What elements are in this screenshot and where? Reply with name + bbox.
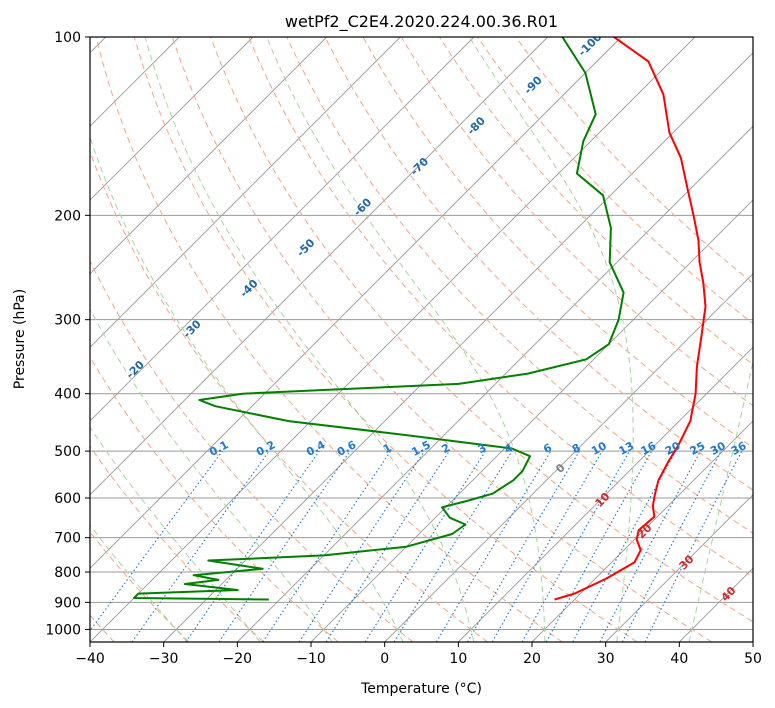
y-tick-label: 800 xyxy=(54,565,81,581)
mixing-ratio-line xyxy=(298,450,425,642)
x-tick-label: 0 xyxy=(380,651,389,667)
x-tick-label: −40 xyxy=(75,651,105,667)
mixing-ratio-label: 25 xyxy=(688,439,708,458)
x-axis-ticks: −40 −30 −20 −10 0 10 20 30 40 50 xyxy=(75,642,762,667)
x-axis-label: Temperature (°C) xyxy=(360,681,482,697)
profile-series xyxy=(133,37,707,601)
moist-adiabat-line xyxy=(688,358,753,642)
mixing-ratio-line xyxy=(545,450,653,642)
skewed-isotherm-lines xyxy=(90,37,753,642)
y-tick-label: 500 xyxy=(54,444,81,460)
mixing-ratio-line xyxy=(185,450,320,642)
dry-adiabat-line xyxy=(286,37,753,534)
isotherm-line xyxy=(457,346,753,642)
isotherm-line xyxy=(384,273,753,642)
x-tick-label: 10 xyxy=(449,651,467,667)
chart-title: wetPf2_C2E4.2020.224.00.36.R01 xyxy=(285,12,558,32)
isotherm-line xyxy=(236,125,753,642)
dry-adiabat-line xyxy=(515,37,753,284)
y-tick-label: 200 xyxy=(54,208,81,224)
isotherm-line xyxy=(90,37,328,275)
dry-adiabat-line xyxy=(248,37,753,578)
mixing-ratio-line xyxy=(218,450,351,642)
dry-adiabat-line xyxy=(95,37,563,642)
isotherm-line xyxy=(90,37,696,642)
isotherm-line xyxy=(90,37,401,348)
isotherm-line xyxy=(531,420,753,642)
moist-adiabat-line xyxy=(90,524,188,642)
x-tick-label: −20 xyxy=(223,651,253,667)
isotherm-line xyxy=(90,37,549,496)
y-tick-label: 700 xyxy=(54,531,81,547)
mixing-ratio-label: 36 xyxy=(729,439,749,458)
dry-adiabat-line xyxy=(171,37,712,642)
x-tick-label: 50 xyxy=(744,651,762,667)
isobar-lines xyxy=(90,37,753,630)
mixing-ratio-line xyxy=(572,450,677,642)
dewpoint-line xyxy=(133,37,625,601)
dry-adiabat-line xyxy=(90,445,264,642)
dry-adiabat-line xyxy=(90,259,414,642)
plot-area: 0.1 0.2 0.4 0.6 1 1.5 2 3 4 6 8 10 13 16 20 25 30 36-100-… xyxy=(90,37,753,642)
dry-adiabat-lines xyxy=(90,37,753,642)
x-tick-label: −10 xyxy=(296,651,326,667)
mixing-ratio-lines xyxy=(90,450,743,642)
y-tick-label: 900 xyxy=(54,595,81,611)
dry-adiabat-line xyxy=(90,356,339,642)
dry-adiabat-line xyxy=(133,37,638,642)
temperature-line xyxy=(554,37,707,601)
x-tick-label: −30 xyxy=(149,651,179,667)
isotherm-line xyxy=(605,494,753,642)
plot-frame xyxy=(89,36,754,643)
mixing-ratio-label: 13 xyxy=(617,439,637,458)
moist-adiabat-line xyxy=(90,135,404,642)
moist-adiabat-line xyxy=(90,308,333,642)
moist-adiabat-line xyxy=(266,37,546,642)
mixing-ratio-label: 16 xyxy=(639,439,659,458)
isotherm-line xyxy=(90,37,622,569)
isotherm-line xyxy=(90,37,254,201)
moist-adiabat-line xyxy=(144,37,475,642)
dry-adiabat-line xyxy=(324,37,753,491)
y-tick-label: 400 xyxy=(54,387,81,403)
x-tick-label: 20 xyxy=(523,651,541,667)
y-tick-label: 1000 xyxy=(45,622,81,638)
mixing-ratio-label: 10 xyxy=(589,439,609,458)
y-tick-label: 300 xyxy=(54,313,81,329)
y-axis-label: Pressure (hPa) xyxy=(12,289,28,389)
y-tick-label: 100 xyxy=(54,30,81,46)
mixing-ratio-label: 20 xyxy=(663,439,683,458)
mixing-ratio-line xyxy=(393,450,513,642)
x-tick-label: 30 xyxy=(597,651,615,667)
mixing-ratio-line xyxy=(521,450,630,642)
mixing-ratio-line xyxy=(325,450,450,642)
isotherm-line xyxy=(90,37,475,422)
mixing-ratio-line xyxy=(262,450,392,642)
mixing-ratio-line xyxy=(131,450,270,642)
dry-adiabat-line xyxy=(210,37,753,623)
mixing-ratio-label: 30 xyxy=(708,439,728,458)
y-tick-label: 600 xyxy=(54,491,81,507)
isotherm-line xyxy=(163,52,753,642)
mixing-ratio-line xyxy=(644,450,743,642)
mixing-ratio-line xyxy=(90,450,223,632)
y-axis-ticks: 100 200 300 400 500 600 700 800 900 1000 xyxy=(45,30,90,638)
x-tick-label: 40 xyxy=(670,651,688,667)
